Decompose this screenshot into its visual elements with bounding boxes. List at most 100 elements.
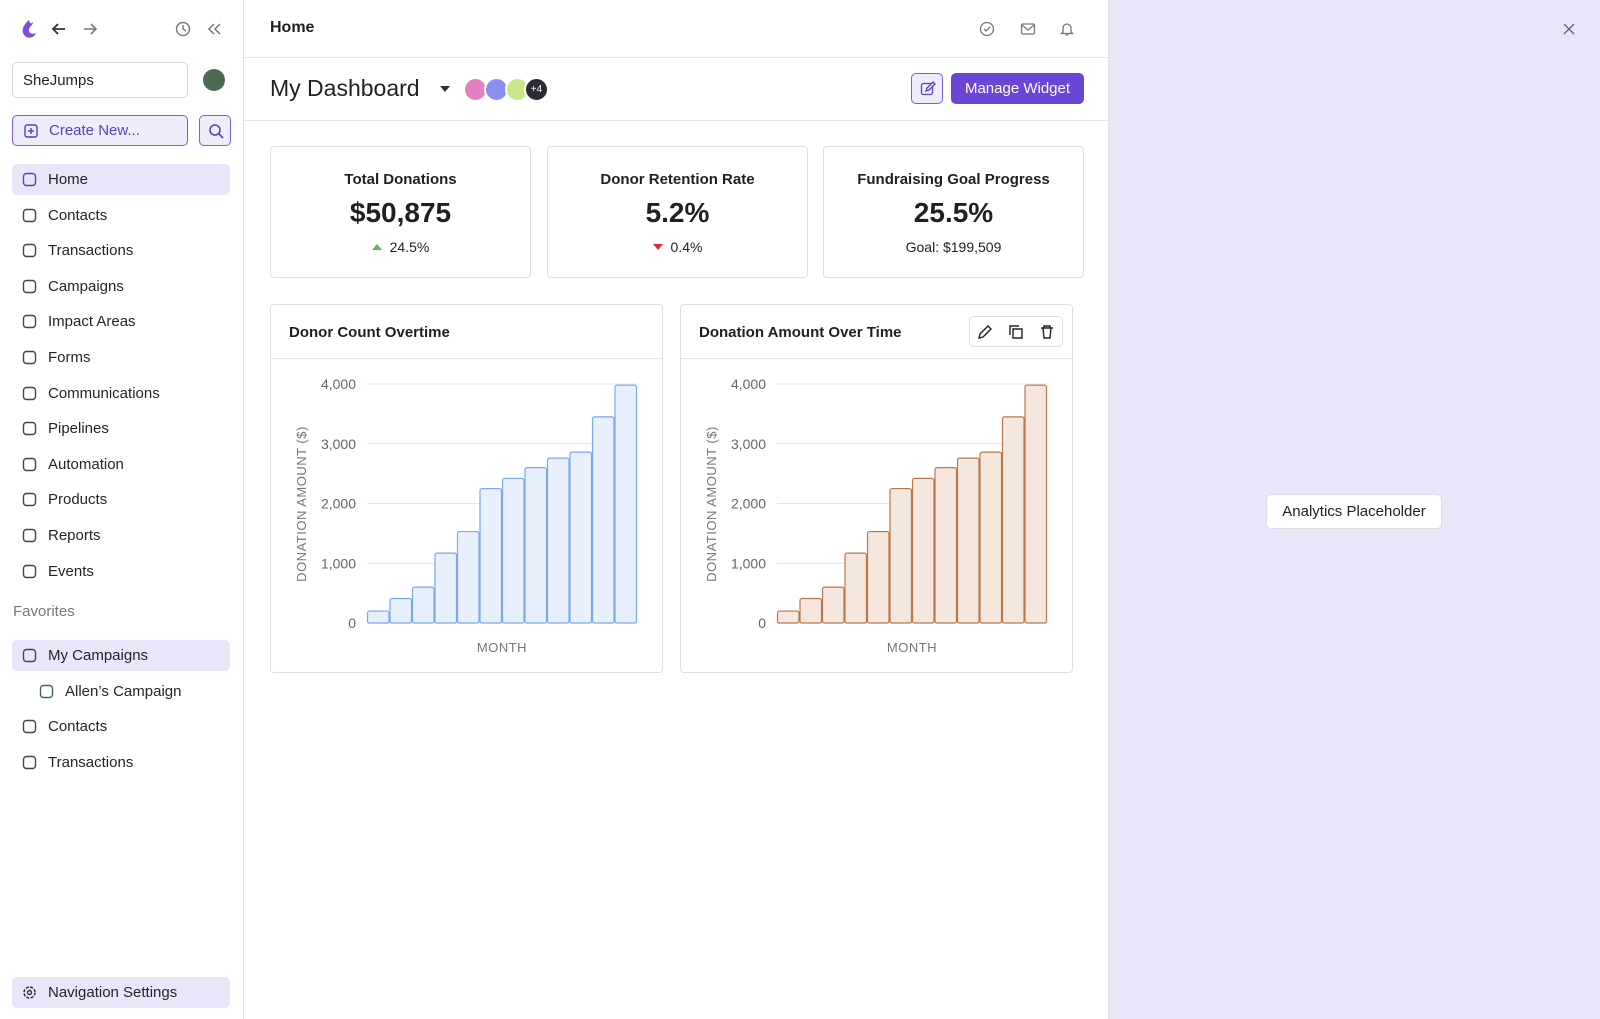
- delete-widget-button[interactable]: [1039, 324, 1055, 340]
- edit-dashboard-button[interactable]: [911, 73, 943, 104]
- edit-widget-button[interactable]: [977, 324, 993, 340]
- collapse-button[interactable]: [206, 21, 222, 37]
- delete-widget-icon: [1041, 325, 1053, 339]
- nav-icon: [22, 457, 37, 471]
- favorite-item[interactable]: Contacts: [12, 711, 230, 742]
- nav-icon-shape: [22, 457, 37, 471]
- nav-label: Impact Areas: [48, 313, 136, 331]
- y-tick-label: 2,000: [321, 496, 356, 512]
- nav-item[interactable]: Products: [12, 484, 230, 515]
- bar: [979, 451, 1003, 624]
- nav-icon: [22, 648, 37, 663]
- navigation-settings[interactable]: Navigation Settings: [12, 977, 230, 1008]
- bar: [889, 487, 913, 624]
- user-avatar[interactable]: [203, 69, 225, 91]
- trend-arrow: [652, 244, 663, 250]
- nav-icon-shape: [22, 243, 37, 258]
- chart-widget: Donation Amount Over Time 0 1,000 2,000 3,00…: [680, 304, 1073, 673]
- nav-item[interactable]: Contacts: [12, 200, 230, 231]
- dashboard-title[interactable]: My Dashboard: [270, 75, 420, 101]
- forward-button[interactable]: [82, 21, 98, 37]
- edit-widget-icon: [978, 325, 992, 339]
- kpi-card: Fundraising Goal Progress 25.5% Goal: $199…: [823, 146, 1084, 278]
- trend-arrow-shape: [371, 244, 382, 250]
- nav-icon: [22, 279, 37, 293]
- nav-icon-shape: [22, 755, 37, 769]
- favorite-item[interactable]: Transactions: [12, 747, 230, 778]
- bar: [934, 467, 958, 624]
- bar: [614, 384, 638, 624]
- nav-icon-shape: [22, 350, 37, 365]
- nav-item[interactable]: Automation: [12, 449, 230, 480]
- close-button[interactable]: [1563, 23, 1575, 35]
- nav-icon: [39, 684, 54, 698]
- dashboard-caret[interactable]: [439, 84, 451, 94]
- nav-item[interactable]: Events: [12, 556, 230, 587]
- widget-title: Donor Count Overtime: [289, 324, 450, 341]
- notifications-button[interactable]: [1059, 21, 1075, 37]
- nav-label: Forms: [48, 349, 91, 366]
- nav-icon-shape: [22, 719, 37, 734]
- nav-icon-shape: [22, 386, 37, 400]
- nav-icon-shape: [22, 528, 37, 543]
- trend-arrow-shape: [652, 244, 663, 250]
- nav-icon-shape: [22, 564, 37, 578]
- bar: [1024, 384, 1048, 624]
- bar: [821, 586, 845, 624]
- bar: [799, 597, 823, 624]
- navigation-settings-label: Navigation Settings: [48, 984, 178, 1001]
- kpi-change: 0.4%: [670, 239, 703, 255]
- nav-item[interactable]: Pipelines: [12, 413, 230, 444]
- nav-item[interactable]: Reports: [12, 520, 230, 551]
- workspace-select[interactable]: SheJumps: [12, 62, 188, 98]
- nav-item[interactable]: Home: [12, 164, 230, 195]
- nav-icon: [22, 350, 37, 365]
- bar: [434, 552, 458, 624]
- analytics-placeholder[interactable]: Analytics Placeholder: [1266, 494, 1442, 529]
- avatar-more[interactable]: +4: [524, 77, 549, 102]
- bar: [776, 610, 800, 624]
- y-axis-label: DONATION AMOUNT ($): [294, 426, 309, 582]
- tasks-button[interactable]: [979, 21, 995, 37]
- nav-icon: [22, 421, 37, 436]
- back-button[interactable]: [51, 21, 67, 37]
- toolbar-divider: [244, 120, 1109, 121]
- nav-icon: [22, 243, 37, 258]
- y-tick-label: 3,000: [321, 436, 356, 452]
- widget-rule: [681, 358, 1072, 359]
- create-button[interactable]: Create New...: [12, 115, 188, 146]
- bar: [389, 597, 413, 624]
- nav-icon-shape: [22, 208, 37, 222]
- bar: [1001, 416, 1025, 624]
- kpi-sub: 24.5%: [271, 239, 530, 255]
- nav-item[interactable]: Communications: [12, 378, 230, 409]
- page-title: Home: [270, 19, 315, 36]
- kpi-value: 25.5%: [913, 197, 994, 228]
- bar: [956, 457, 980, 624]
- favorite-item[interactable]: Allen’s Campaign: [12, 676, 230, 707]
- favorite-item[interactable]: My Campaigns: [12, 640, 230, 671]
- nav-label: Reports: [48, 527, 101, 544]
- kpi-note: Goal: $199,509: [905, 239, 1002, 255]
- kpi-title: Total Donations: [344, 171, 457, 188]
- search-button[interactable]: [199, 115, 231, 146]
- nav-icon: [22, 564, 37, 578]
- nav-icon-shape: [22, 172, 37, 187]
- nav-item[interactable]: Forms: [12, 342, 230, 373]
- manage-widget-button[interactable]: Manage Widget: [951, 73, 1084, 104]
- nav-item[interactable]: Campaigns: [12, 271, 230, 302]
- nav-item[interactable]: Transactions: [12, 235, 230, 266]
- duplicate-widget-button[interactable]: [1008, 324, 1024, 340]
- nav-icon-shape: [22, 421, 37, 436]
- y-tick-label: 2,000: [731, 496, 766, 512]
- y-tick-label: 0: [348, 615, 356, 631]
- favorite-label: Contacts: [48, 718, 108, 736]
- mail-button[interactable]: [1020, 21, 1036, 37]
- nav-item[interactable]: Impact Areas: [12, 306, 230, 337]
- nav-icon-shape: [22, 648, 37, 663]
- y-tick-label: 0: [758, 615, 766, 631]
- avatar: [463, 77, 488, 102]
- history-button[interactable]: [175, 21, 191, 37]
- nav-label: Automation: [48, 455, 124, 473]
